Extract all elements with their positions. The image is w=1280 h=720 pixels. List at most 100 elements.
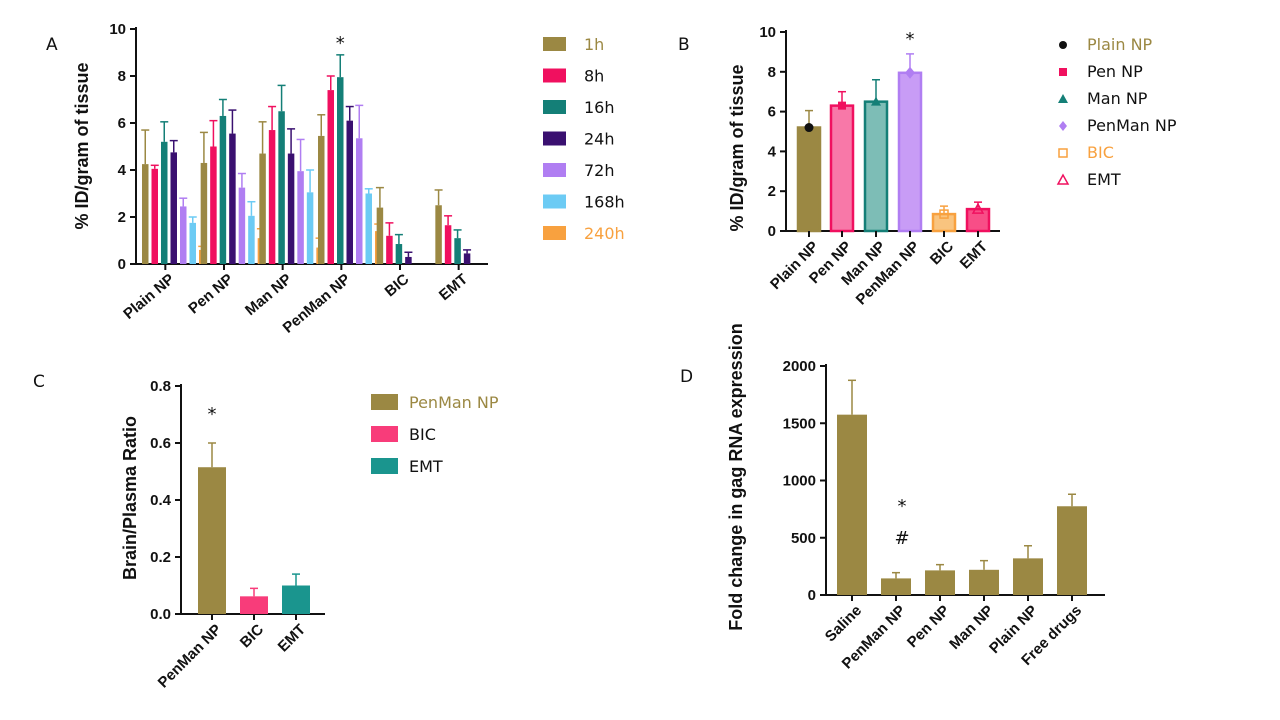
b-point-penman-np — [905, 66, 915, 79]
a-bar-pen-np-1h — [200, 162, 208, 264]
b-legend-marker-bic — [1058, 148, 1068, 158]
b-point-man-np — [871, 96, 881, 106]
d-bar-plain-np — [1013, 558, 1043, 595]
a-legend-label-8h: 8h — [584, 67, 604, 86]
d-ytick-label: 500 — [791, 530, 816, 547]
a-bar-plain-np-24h — [170, 152, 177, 264]
a-ytick-label: 2 — [118, 209, 126, 226]
b-bar-pen-np — [829, 104, 855, 233]
c-legend-label-emt: EMT — [409, 457, 443, 476]
d-xtick-pen-np: Pen NP — [904, 602, 953, 651]
panel-a-letter: A — [46, 35, 58, 55]
c-y-axis-label: Brain/Plasma Ratio — [120, 416, 140, 580]
b-bar-man-np — [863, 100, 889, 233]
a-ytick-label: 10 — [109, 21, 126, 38]
b-xtick-bic: BIC — [927, 238, 957, 268]
a-bar-emt-24h — [463, 253, 471, 264]
c-xtick-penman-np: PenMan NP — [155, 621, 225, 691]
a-bar-penman-np-8h — [327, 90, 334, 264]
a-bar-pen-np-72h — [238, 187, 246, 264]
b-point-bic — [939, 209, 949, 219]
c-xtick-bic: BIC — [237, 621, 267, 651]
c-ytick-label: 0.8 — [150, 378, 171, 395]
a-bar-man-np-24h — [287, 153, 295, 264]
a-y-axis-label: % ID/gram of tissue — [72, 62, 92, 229]
d-bar-free-drugs — [1057, 506, 1087, 595]
b-legend-marker-man-np — [1058, 94, 1068, 103]
a-ytick-label: 0 — [118, 256, 126, 273]
d-y-axis-label: Fold change in gag RNA expression — [726, 323, 746, 630]
a-bar-plain-np-16h — [161, 141, 168, 264]
a-legend-label-240h: 240h — [584, 224, 625, 243]
d-significance-hash: # — [894, 528, 909, 549]
b-ytick-label: 0 — [768, 223, 776, 240]
b-xtick-emt: EMT — [957, 238, 991, 272]
panel-b-letter: B — [678, 35, 690, 55]
a-legend-label-1h: 1h — [584, 35, 604, 54]
a-bar-bic-1h — [376, 207, 384, 264]
a-bar-man-np-8h — [268, 130, 276, 264]
a-ytick-label: 8 — [118, 68, 126, 85]
a-bar-plain-np-1h — [142, 164, 149, 264]
b-ytick-label: 8 — [768, 64, 776, 81]
a-bar-penman-np-16h — [337, 77, 344, 264]
a-xtick-plain-np: Plain NP — [120, 271, 178, 323]
c-significance-asterisk: * — [208, 404, 217, 425]
b-legend-label-bic: BIC — [1087, 143, 1114, 162]
a-bar-penman-np-72h — [356, 138, 363, 264]
c-ytick-label: 0.0 — [150, 606, 171, 623]
c-bar-emt — [282, 585, 310, 614]
a-legend-swatch-72h — [543, 163, 566, 177]
b-legend-marker-pen-np — [1059, 68, 1067, 76]
a-bar-plain-np-168h — [189, 222, 196, 264]
a-bar-bic-24h — [405, 256, 412, 264]
d-ytick-label: 1000 — [783, 473, 816, 490]
a-bar-man-np-72h — [297, 171, 304, 264]
b-ytick-label: 4 — [768, 143, 777, 160]
a-legend-swatch-16h — [543, 100, 566, 114]
a-bar-pen-np-16h — [219, 115, 227, 264]
a-bar-man-np-1h — [259, 153, 266, 264]
a-legend-label-168h: 168h — [584, 193, 625, 212]
a-bar-pen-np-24h — [229, 133, 236, 264]
a-ytick-label: 6 — [118, 115, 126, 132]
panel-c-letter: C — [33, 372, 45, 392]
c-ytick-label: 0.4 — [150, 492, 172, 509]
b-point-pen-np — [838, 101, 846, 110]
b-legend-marker-plain-np — [1059, 41, 1067, 49]
a-bar-bic-16h — [395, 244, 403, 264]
b-ytick-label: 6 — [768, 104, 776, 121]
c-legend-label-penman-np: PenMan NP — [409, 393, 499, 412]
chart-c-brain-plasma-ratio: 0.0 0.2 0.4 0.6 0.8 PenMan NP BIC EMT * Brain/Pla… — [120, 378, 499, 691]
b-significance-asterisk: * — [906, 29, 915, 50]
a-ytick-label: 4 — [118, 162, 127, 179]
b-ytick-label: 2 — [768, 183, 776, 200]
a-legend-swatch-24h — [543, 131, 566, 146]
d-xtick-saline: Saline — [822, 602, 865, 645]
a-bar-penman-np-168h — [365, 193, 372, 264]
a-bar-man-np-168h — [306, 192, 314, 264]
a-bar-penman-np-24h — [346, 120, 353, 265]
a-legend-label-16h: 16h — [584, 98, 615, 117]
d-ytick-label: 2000 — [783, 358, 816, 375]
a-bar-bic-8h — [386, 235, 393, 264]
d-bar-pen-np — [925, 570, 955, 595]
b-legend-label-pen-np: Pen NP — [1087, 62, 1143, 81]
a-legend-swatch-240h — [543, 226, 566, 240]
b-ytick-label: 10 — [759, 24, 776, 41]
a-bar-emt-16h — [454, 238, 461, 264]
c-bar-penman-np — [198, 467, 226, 614]
d-ytick-label: 0 — [808, 587, 816, 604]
a-bar-penman-np-1h — [318, 135, 325, 264]
b-bar-plain-np — [796, 126, 822, 233]
c-ytick-label: 0.6 — [150, 435, 171, 452]
a-xtick-bic: BIC — [382, 271, 413, 301]
a-significance-asterisk: * — [336, 33, 345, 54]
b-legend-label-plain-np: Plain NP — [1087, 35, 1153, 54]
a-xtick-man-np: Man NP — [242, 271, 295, 319]
c-legend-label-bic: BIC — [409, 425, 436, 444]
